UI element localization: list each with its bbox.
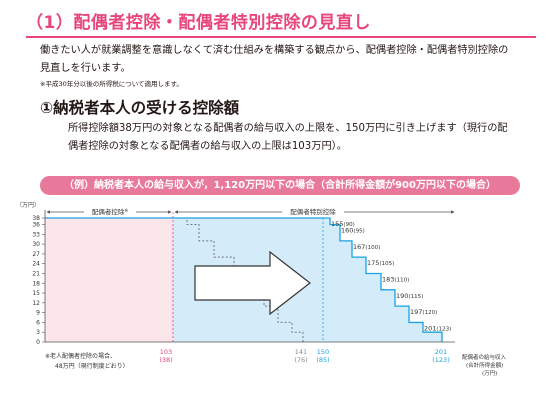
footnote-line1: ※老人配偶者控除の場合、 — [45, 352, 116, 360]
x-tick-label: 201 — [435, 348, 447, 356]
section-text-line2: 偶者控除の対象となる配偶者の給与収入の上限は103万円）。 — [68, 141, 347, 152]
y-tick-label: 3 — [36, 329, 40, 336]
special-deduction-region — [173, 218, 442, 342]
new-system-steps — [323, 217, 443, 342]
y-tick-label: 6 — [36, 319, 40, 326]
intro-note: ※平成30年分以後の所得税について適用します。 — [40, 80, 183, 88]
step-label: 190(115) — [396, 292, 423, 300]
step-label: 155(90) — [331, 220, 355, 228]
y-tick-label: 21 — [32, 270, 40, 277]
x-axis-label-3: (万円) — [482, 370, 497, 377]
x-tick-label: (123) — [432, 356, 449, 364]
intro-text-line2: 見直しを行います。 — [40, 63, 131, 74]
section-text-line1: 所得控除額38万円の対象となる配偶者の給与収入の上限を、150万円に引き上げます… — [68, 123, 508, 134]
y-tick-label: 15 — [32, 290, 40, 297]
y-tick-label: 0 — [36, 339, 40, 346]
y-axis-unit: （万円） — [16, 202, 40, 209]
y-tick-label: 27 — [32, 251, 40, 258]
x-axis-label-1: 配偶者の給与収入 — [462, 353, 507, 361]
step-label: 167(100) — [353, 243, 380, 251]
page-title: （1）配偶者控除・配偶者特別控除の見直し — [26, 13, 371, 33]
y-tick-label: 9 — [36, 310, 40, 317]
x-tick-label: 150 — [317, 348, 329, 356]
x-tick-label: 103 — [160, 348, 172, 356]
step-label: 175(105) — [367, 259, 394, 267]
step-label: 197(120) — [410, 308, 437, 316]
example-banner: （例）納税者本人の給与収入が，1,120万円以下の場合（合計所得金額が900万円… — [40, 176, 520, 195]
x-tick-label: (76) — [294, 356, 307, 364]
y-tick-label: 33 — [32, 231, 40, 238]
y-tick-label: 24 — [32, 261, 40, 268]
intro-text-line1: 働きたい人が就業調整を意識しなくて済む仕組みを構築する観点から、配偶者控除・配偶… — [40, 45, 509, 56]
footnote-line2: 48万円（現行制度どおり） — [55, 362, 129, 370]
step-label: 160(95) — [341, 227, 365, 235]
spouse-deduction-region — [45, 218, 173, 342]
y-tick-label: 18 — [32, 280, 40, 287]
y-tick-label: 36 — [32, 222, 40, 229]
x-tick-label: (38) — [159, 356, 172, 364]
section-heading: ①納税者本人の受ける控除額 — [40, 99, 240, 117]
increase-arrow-icon — [194, 250, 311, 316]
x-tick-label: 141 — [295, 348, 307, 356]
region-label-special: 配偶者特別控除 — [290, 207, 336, 216]
title-underline — [26, 36, 536, 38]
step-label: 183(110) — [382, 275, 409, 283]
region-label-deduction: 配偶者控除※ — [92, 207, 129, 216]
y-tick-label: 38 — [32, 215, 40, 222]
x-tick-label: (85) — [316, 356, 329, 364]
y-tick-label: 30 — [32, 241, 40, 248]
y-tick-label: 12 — [32, 300, 40, 307]
region-label-bg — [84, 207, 136, 216]
region-label-bg-2 — [282, 207, 344, 216]
step-label: 201(123) — [424, 324, 451, 332]
x-axis-label-2: (合計所得金額) — [466, 361, 503, 369]
